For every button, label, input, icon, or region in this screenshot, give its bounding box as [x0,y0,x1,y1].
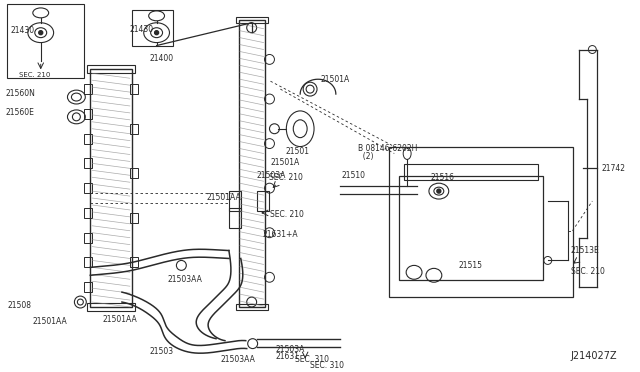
Text: B 08146-6202H: B 08146-6202H [358,144,417,154]
Circle shape [437,189,441,193]
Text: 21515: 21515 [459,261,483,270]
Bar [229,208,241,228]
Text: 21503AA: 21503AA [168,275,202,284]
Bar [404,164,538,180]
Text: (2): (2) [358,153,373,161]
Text: 21742: 21742 [601,164,625,173]
Text: 21503AA: 21503AA [221,355,256,363]
Circle shape [39,31,43,35]
Text: 21508: 21508 [7,301,31,310]
Bar [84,208,92,218]
Text: 21430: 21430 [10,26,34,35]
Bar [84,282,92,292]
Text: 21501A: 21501A [271,158,300,167]
Text: 21516: 21516 [431,173,455,182]
Bar [132,10,173,45]
Text: 21503A: 21503A [257,171,286,180]
Text: 21501A: 21501A [320,75,349,84]
Text: 21560N: 21560N [5,89,35,97]
Bar [90,69,132,307]
Bar [84,109,92,119]
Text: 21501AA: 21501AA [102,315,137,324]
Text: 21430: 21430 [130,25,154,34]
Text: 21400: 21400 [150,54,174,64]
Circle shape [155,31,159,35]
Bar [399,176,543,280]
Text: SEC. 310: SEC. 310 [295,355,329,363]
Text: 21503: 21503 [150,347,174,356]
Bar [87,65,135,73]
Text: SEC. 210: SEC. 210 [269,173,302,182]
Bar [236,17,268,23]
Text: SEC. 310: SEC. 310 [310,362,344,371]
Bar [236,304,268,310]
Text: 21501AA: 21501AA [33,317,68,326]
Bar [84,233,92,243]
Bar [87,303,135,311]
Bar [84,257,92,267]
Bar [130,169,138,178]
Text: 21510: 21510 [342,171,366,180]
Bar [257,191,269,211]
Bar [229,191,241,211]
Text: 21560E: 21560E [5,108,34,118]
Text: 21631: 21631 [275,352,300,360]
Text: 21501AA: 21501AA [206,193,241,202]
Bar [130,257,138,267]
Bar [130,124,138,134]
Text: 21501: 21501 [285,147,309,155]
Text: 21513E: 21513E [570,246,599,255]
Text: J214027Z: J214027Z [570,352,617,362]
Text: 21503A: 21503A [275,344,305,354]
Text: 21631+A: 21631+A [262,230,298,239]
Bar [130,213,138,223]
Bar [84,158,92,169]
Bar [239,20,264,307]
Text: SEC. 210: SEC. 210 [570,267,604,276]
Bar [84,183,92,193]
Bar [84,134,92,144]
Bar [84,84,92,94]
Text: SEC. 210: SEC. 210 [271,210,305,219]
Bar [130,84,138,94]
Text: SEC. 210: SEC. 210 [19,72,51,78]
Bar [7,4,84,78]
Bar [389,147,573,297]
